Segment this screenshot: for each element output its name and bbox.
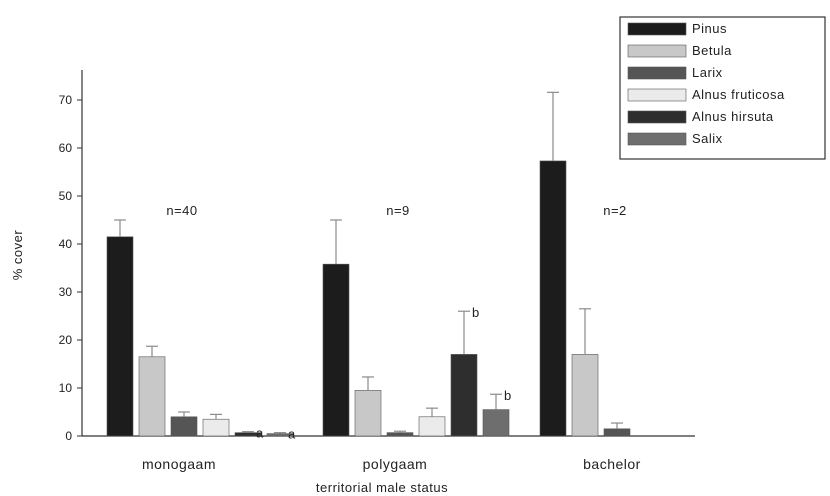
x-axis-title: territorial male status <box>316 480 448 495</box>
x-category-label: polygaam <box>363 456 428 472</box>
legend-swatch <box>627 44 687 58</box>
bar <box>418 416 446 437</box>
significance-label: a <box>256 426 264 441</box>
bar <box>170 416 198 437</box>
significance-label: b <box>504 388 511 403</box>
significance-label: b <box>472 305 479 320</box>
y-tick-label: 10 <box>59 381 73 395</box>
legend-swatch <box>627 22 687 36</box>
legend-entry-label: Alnus fruticosa <box>692 87 785 102</box>
y-tick-label: 20 <box>59 333 73 347</box>
y-tick-label: 50 <box>59 189 73 203</box>
legend-entry-label: Betula <box>692 43 732 58</box>
legend-swatch <box>627 66 687 80</box>
bar <box>482 409 510 437</box>
bar-groups: a abb <box>106 91 631 442</box>
bar <box>202 418 230 437</box>
legend-swatch <box>627 88 687 102</box>
y-tick-label: 60 <box>59 141 73 155</box>
bar <box>603 428 631 437</box>
legend-entry-label: Salix <box>692 131 723 146</box>
sample-size-label: n=2 <box>603 203 627 218</box>
y-axis-title: % cover <box>10 230 25 281</box>
bar-group-bachelor <box>539 91 631 437</box>
y-tick-label: 40 <box>59 237 73 251</box>
y-tick-label: 70 <box>59 93 73 107</box>
legend-swatch <box>627 110 687 124</box>
bar <box>386 432 414 437</box>
x-category-label: bachelor <box>583 456 641 472</box>
y-tick-label: 30 <box>59 285 73 299</box>
legend-entry-label: Pinus <box>692 21 727 36</box>
sample-size-label: n=40 <box>166 203 197 218</box>
bar <box>322 263 350 437</box>
y-axis: 0 10 20 30 40 50 60 70 <box>59 70 83 443</box>
sample-size-labels: n=40 n=9 n=2 <box>166 203 626 218</box>
legend-entry-label: Alnus hirsuta <box>692 109 774 124</box>
bar <box>450 354 478 437</box>
bar <box>106 236 134 437</box>
sample-size-label: n=9 <box>386 203 410 218</box>
bar-group-polygaam: bb <box>322 219 511 437</box>
x-axis: monogaam polygaam bachelor <box>82 435 695 472</box>
legend: Pinus Betula Larix Alnus fruticosa Alnus hir… <box>619 16 826 160</box>
significance-label: a <box>288 427 296 442</box>
bar <box>571 354 599 437</box>
bar <box>138 356 166 437</box>
bar <box>354 390 382 437</box>
legend-swatch <box>627 132 687 146</box>
bar <box>539 160 567 437</box>
x-category-label: monogaam <box>142 456 216 472</box>
y-tick-label: 0 <box>65 429 72 443</box>
legend-entry-label: Larix <box>692 65 723 80</box>
